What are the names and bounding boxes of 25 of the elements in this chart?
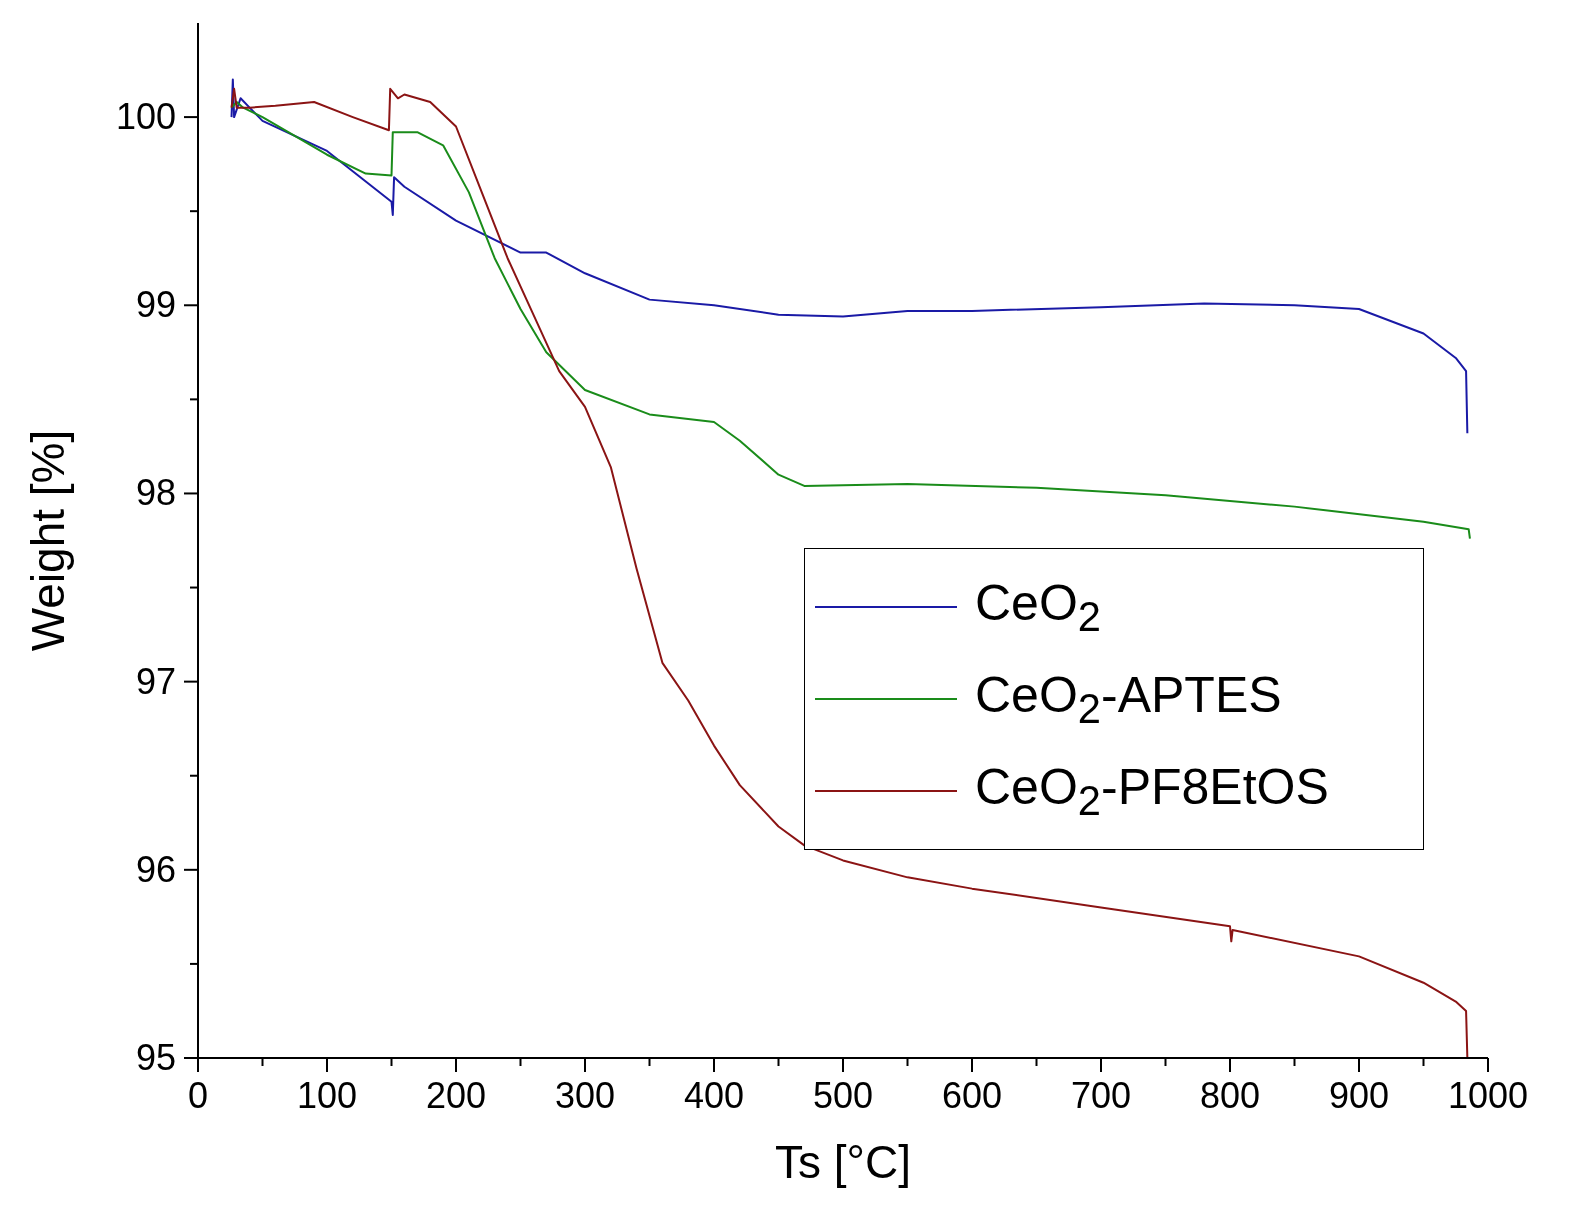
legend-label: CeO$_{2}$-APTES <box>975 665 1282 733</box>
x-tick-label: 800 <box>1199 1075 1261 1116</box>
y-axis-title: Weight [%] <box>22 429 75 652</box>
x-tick-label: 0 <box>187 1075 209 1116</box>
x-tick-label: 400 <box>683 1075 745 1116</box>
x-tick-label: 900 <box>1328 1075 1390 1116</box>
x-tick-label: 500 <box>812 1075 874 1116</box>
y-tick-label: 95 <box>135 1037 176 1078</box>
y-tick-label: 100 <box>115 96 176 138</box>
x-tick-label: 300 <box>554 1075 616 1116</box>
y-tick-label: 97 <box>135 660 176 702</box>
y-tick-label: 98 <box>135 472 176 514</box>
line-series <box>230 87 1469 1058</box>
y-tick-label: 99 <box>135 284 176 326</box>
x-axis-title: Ts [°C] <box>775 1136 911 1188</box>
legend-label: CeO$_{2}$ <box>975 573 1101 641</box>
line-series <box>230 78 1469 435</box>
x-tick-label: 100 <box>296 1075 358 1116</box>
legend-label: CeO$_{2}$-PF8EtOS <box>975 757 1329 825</box>
x-tick-label: 200 <box>425 1075 487 1116</box>
line-series <box>230 101 1471 540</box>
x-tick-label: 600 <box>941 1075 1003 1116</box>
y-tick-label: 96 <box>135 848 176 890</box>
x-tick-label: 1000 <box>1447 1075 1529 1116</box>
x-tick-label: 700 <box>1070 1075 1132 1116</box>
